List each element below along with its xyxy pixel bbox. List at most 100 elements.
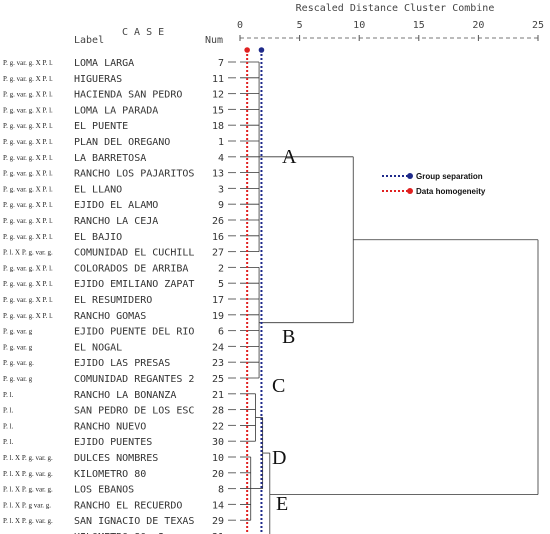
- axis-tick-label: 5: [297, 20, 303, 31]
- legend-marker: [407, 173, 413, 179]
- row-case-label: EL PUENTE: [74, 121, 128, 132]
- row-group-label: P. g. var. g. X P. l.: [3, 201, 53, 209]
- row-case-label: EL RESUMIDERO: [74, 295, 152, 306]
- row-group-label: P. l. X P. g. var. g.: [3, 470, 53, 478]
- label-header: Label: [74, 35, 104, 46]
- cluster-letter: E: [276, 493, 288, 515]
- row-group-label: P. g. var. g. X P. l.: [3, 170, 53, 178]
- cluster-letter: D: [272, 447, 286, 469]
- row-case-num: 18: [212, 121, 224, 132]
- distance-axis: 0 5 10 15 20 25: [237, 20, 544, 41]
- row-group-label: P. g. var. g. X P. l.: [3, 59, 53, 67]
- row-case-num: 30: [212, 437, 224, 448]
- row-group-label: P. g. var. g. X P. l.: [3, 138, 53, 146]
- row-group-label: P. l. X P. g. var. g.: [3, 249, 53, 257]
- row-group-label: P. g. var. g.: [3, 359, 34, 367]
- row-case-label: COMUNIDAD EL CUCHILL: [74, 248, 194, 259]
- row-group-label: P. g. var. g. X P. l.: [3, 91, 53, 99]
- row-case-num: 16: [212, 232, 224, 243]
- row-case-label: RANCHO NUEVO: [74, 421, 146, 432]
- row-case-label: EJIDO EL ALAMO: [74, 200, 158, 211]
- axis-tick-label: 10: [353, 20, 365, 31]
- row-case-label: EL LLANO: [74, 184, 122, 195]
- row-group-label: P. l. X P. g. var. g.: [3, 486, 53, 494]
- num-header: Num: [205, 35, 223, 46]
- row-case-num: 1: [218, 137, 224, 148]
- reference-marker: [258, 47, 265, 53]
- row-case-num: 31: [212, 532, 224, 534]
- row-case-num: 7: [218, 58, 224, 69]
- row-group-label: P. g. var. g. X P. l.: [3, 280, 53, 288]
- row-case-label: EJIDO EMILIANO ZAPAT: [74, 279, 194, 290]
- row-group-label: P. g. var. g. X P. l.: [3, 233, 53, 241]
- reference-lines: [244, 47, 265, 534]
- reference-marker: [244, 47, 250, 53]
- row-case-label: SAN IGNACIO DE TEXAS: [74, 516, 194, 527]
- row-case-label: RANCHO EL RECUERDO: [74, 500, 182, 511]
- row-group-label: P. l. X P. g. var. g.: [3, 454, 53, 462]
- row-case-num: 9: [218, 200, 224, 211]
- axis-tick-label: 25: [532, 20, 544, 31]
- row-case-label: DULCES NOMBRES: [74, 453, 158, 464]
- legend-label: Data homogeneity: [416, 187, 486, 196]
- row-case-label: EL NOGAL: [74, 342, 122, 353]
- row-case-num: 5: [218, 279, 224, 290]
- row-case-label: EJIDO PUENTES: [74, 437, 152, 448]
- row-group-label: P. l. X P. g. var. g.: [3, 517, 53, 525]
- row-case-num: 20: [212, 469, 224, 480]
- row-case-num: 22: [212, 421, 224, 432]
- row-case-label: RANCHO LA CEJA: [74, 216, 158, 227]
- row-case-label: LOMA LA PARADA: [74, 105, 158, 116]
- row-case-num: 17: [212, 295, 224, 306]
- row-case-label: PLAN DEL OREGANO: [74, 137, 170, 148]
- legend: Group separation Data homogeneity: [382, 172, 486, 196]
- row-case-num: 26: [212, 216, 224, 227]
- row-case-label: EL BAJIO: [74, 232, 122, 243]
- row-case-label: RANCHO LOS PAJARITOS: [74, 169, 194, 180]
- row-case-num: 24: [212, 342, 224, 353]
- case-header: C A S E: [122, 27, 164, 38]
- row-group-label: P. l.: [3, 407, 14, 415]
- row-case-num: 8: [218, 485, 224, 496]
- row-group-label: P. l.: [3, 438, 14, 446]
- row-case-num: 12: [212, 90, 224, 101]
- row-case-num: 13: [212, 169, 224, 180]
- cluster-letter: C: [272, 375, 285, 397]
- row-case-label: LA BARRETOSA: [74, 153, 146, 164]
- row-case-num: 4: [218, 153, 224, 164]
- row-case-num: 28: [212, 406, 224, 417]
- row-case-num: 19: [212, 311, 224, 322]
- row-case-num: 14: [212, 500, 224, 511]
- dendrogram-tree: [240, 61, 539, 534]
- row-group-label: P. g. var. g: [3, 375, 33, 383]
- row-case-label: EJIDO PUENTE DEL RIO: [74, 327, 194, 338]
- row-group-label: P. g. var. g: [3, 343, 33, 351]
- cluster-labels: A B C D E: [272, 146, 297, 515]
- axis-tick-label: 15: [413, 20, 425, 31]
- row-case-label: COMUNIDAD REGANTES 2: [74, 374, 194, 385]
- row-case-label: LOS EBANOS: [74, 485, 134, 496]
- row-case-num: 15: [212, 105, 224, 116]
- row-group-label: P. g. var. g. X P. l.: [3, 185, 53, 193]
- row-case-label: COLORADOS DE ARRIBA: [74, 263, 188, 274]
- row-case-num: 27: [212, 248, 224, 259]
- row-case-num: 3: [218, 184, 224, 195]
- row-case-label: EJIDO LAS PRESAS: [74, 358, 170, 369]
- row-group-label: P. g. var. g. X P. l.: [3, 217, 53, 225]
- row-case-label: KILOMETRO 80 -2: [74, 532, 164, 534]
- row-group-label: P. g. var. g: [3, 328, 33, 336]
- cluster-letter: A: [282, 146, 297, 168]
- row-case-num: 25: [212, 374, 224, 385]
- legend-marker: [407, 188, 413, 194]
- row-group-label: P. g. var. g. X P. l.: [3, 296, 53, 304]
- case-rows: P. g. var. g. X P. l. LOMA LARGA 7 P. g. va…: [3, 58, 236, 534]
- row-case-num: 23: [212, 358, 224, 369]
- row-case-label: KILOMETRO 80: [74, 469, 146, 480]
- row-case-label: RANCHO LA BONANZA: [74, 390, 176, 401]
- row-case-label: LOMA LARGA: [74, 58, 134, 69]
- row-case-label: RANCHO GOMAS: [74, 311, 146, 322]
- row-case-label: HIGUERAS: [74, 74, 122, 85]
- axis-tick-label: 20: [472, 20, 484, 31]
- row-case-num: 29: [212, 516, 224, 527]
